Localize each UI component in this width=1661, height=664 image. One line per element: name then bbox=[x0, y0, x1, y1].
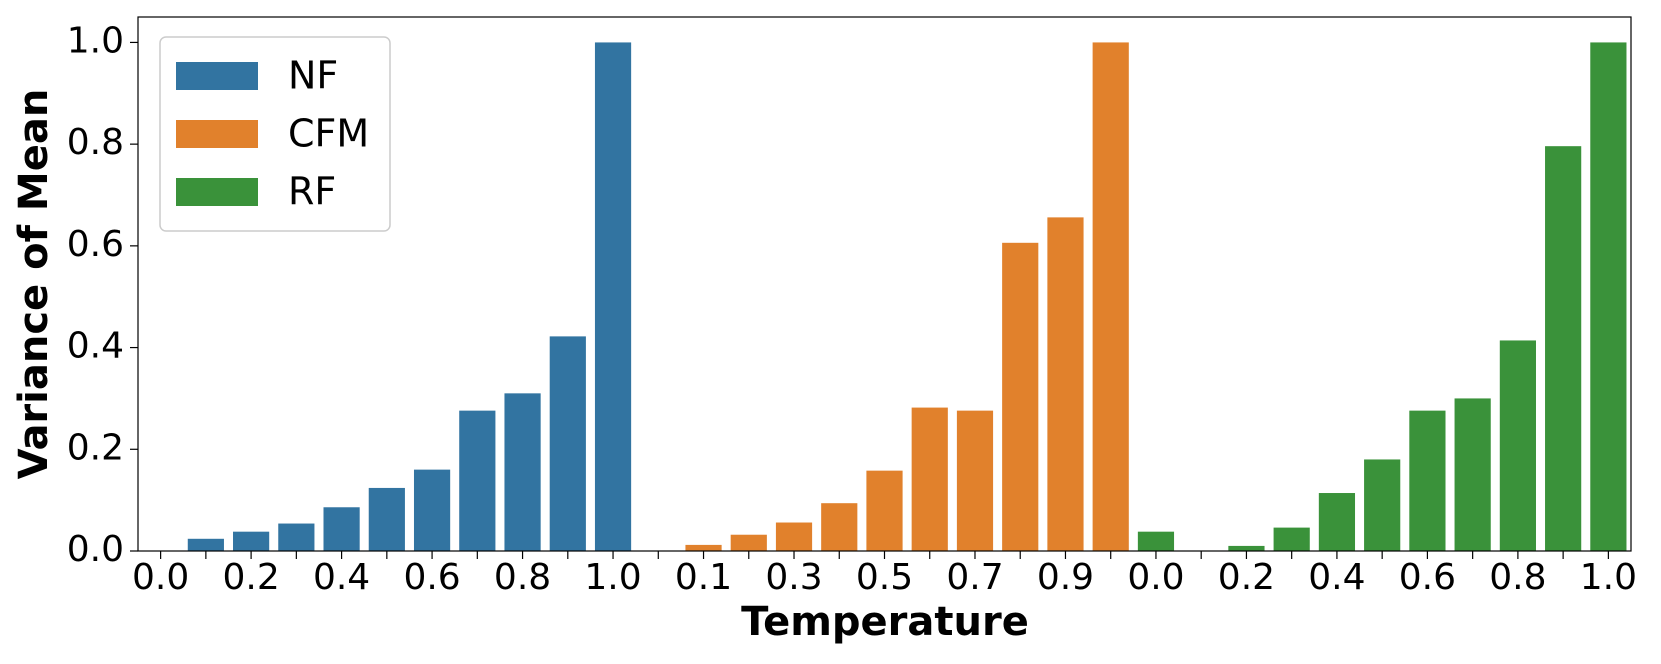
x-tick-label: 0.0 bbox=[132, 557, 189, 598]
y-tick-label: 0.4 bbox=[67, 326, 124, 367]
x-tick-label: 0.4 bbox=[313, 557, 370, 598]
legend: NF CFM RF bbox=[159, 36, 391, 232]
bar bbox=[278, 523, 315, 551]
bar bbox=[1499, 340, 1536, 551]
bar bbox=[1318, 493, 1356, 551]
x-tick-label: 0.9 bbox=[1037, 557, 1094, 598]
bar bbox=[594, 42, 632, 552]
bar bbox=[1137, 531, 1175, 551]
y-axis-label: Variance of Mean bbox=[11, 89, 57, 480]
bar bbox=[685, 544, 722, 551]
bar bbox=[1545, 146, 1582, 552]
bar bbox=[504, 393, 541, 551]
bar bbox=[956, 410, 994, 551]
x-tick-label: 1.0 bbox=[584, 557, 641, 598]
x-tick-label: 0.4 bbox=[1308, 557, 1365, 598]
bar bbox=[1454, 398, 1491, 551]
x-tick-label: 0.5 bbox=[856, 557, 913, 598]
bar bbox=[821, 503, 858, 551]
x-tick-label: 0.2 bbox=[1218, 557, 1275, 598]
y-tick-label: 0.0 bbox=[67, 529, 124, 570]
legend-label: RF bbox=[288, 170, 336, 214]
bar bbox=[368, 487, 405, 551]
plot-frame bbox=[137, 16, 1632, 552]
y-tick-label: 0.6 bbox=[67, 224, 124, 265]
legend-swatch bbox=[176, 178, 258, 206]
bar bbox=[323, 507, 360, 551]
x-tick-label: 0.8 bbox=[494, 557, 551, 598]
bar bbox=[1228, 545, 1265, 551]
legend-label: CFM bbox=[288, 112, 369, 156]
bar bbox=[911, 407, 948, 551]
legend-swatch bbox=[176, 120, 258, 148]
x-tick-label: 1.0 bbox=[1580, 557, 1637, 598]
bar bbox=[1273, 527, 1310, 551]
bar bbox=[233, 531, 270, 551]
bar bbox=[1002, 242, 1039, 551]
y-tick-label: 0.2 bbox=[67, 427, 124, 468]
x-tick-label: 0.2 bbox=[222, 557, 279, 598]
x-tick-label: 0.3 bbox=[765, 557, 822, 598]
bar bbox=[1092, 42, 1129, 552]
bar bbox=[1364, 459, 1401, 551]
x-tick-label: 0.7 bbox=[946, 557, 1003, 598]
legend-label: NF bbox=[288, 54, 338, 98]
x-axis-label: Temperature bbox=[741, 599, 1029, 645]
legend-swatch bbox=[176, 62, 258, 90]
bar bbox=[1409, 410, 1446, 551]
bar bbox=[730, 534, 767, 551]
x-tick-label: 0.8 bbox=[1489, 557, 1546, 598]
bar bbox=[413, 469, 451, 551]
y-tick-label: 1.0 bbox=[67, 20, 124, 61]
bar bbox=[775, 522, 813, 551]
x-tick-label: 0.0 bbox=[1127, 557, 1184, 598]
bar bbox=[1047, 217, 1084, 551]
bar bbox=[866, 470, 903, 551]
y-tick-label: 0.8 bbox=[67, 122, 124, 163]
bar bbox=[187, 538, 224, 551]
bar bbox=[1590, 42, 1627, 552]
x-tick-label: 0.1 bbox=[675, 557, 732, 598]
bar bbox=[549, 336, 586, 551]
x-tick-label: 0.6 bbox=[1399, 557, 1456, 598]
x-tick-label: 0.6 bbox=[403, 557, 460, 598]
bar bbox=[459, 410, 496, 551]
